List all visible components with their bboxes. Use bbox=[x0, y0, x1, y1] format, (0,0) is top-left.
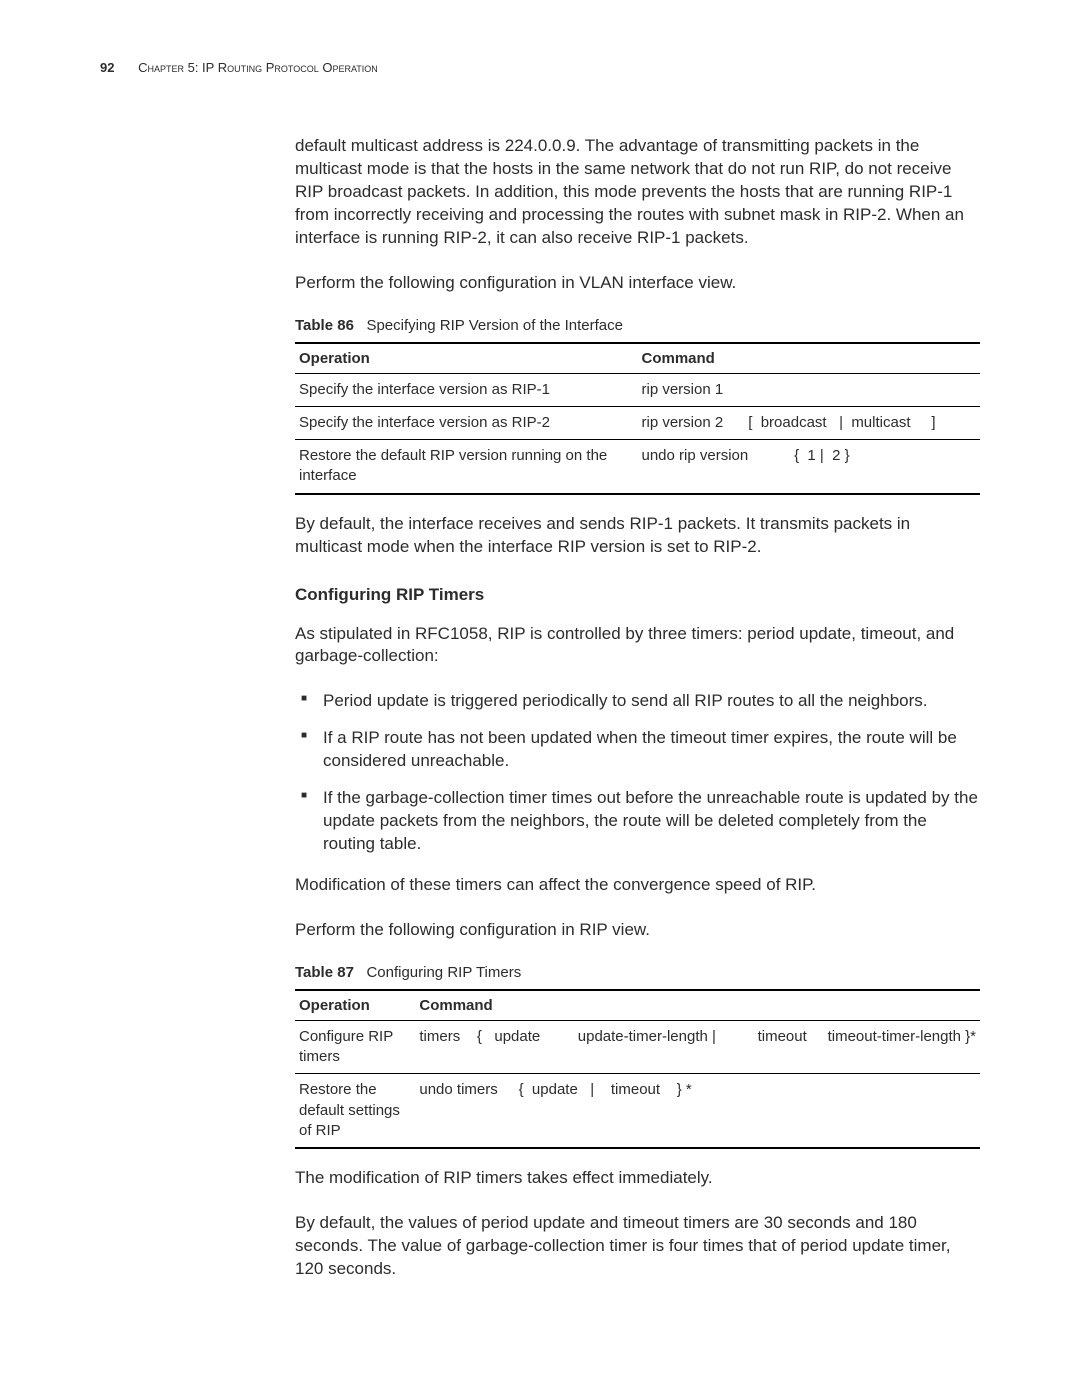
table86-r1-op: Specify the interface version as RIP-2 bbox=[295, 406, 638, 439]
table86-caption-prefix: Table 86 bbox=[295, 317, 354, 334]
timers-bullet-list: Period update is triggered periodically … bbox=[295, 690, 980, 856]
table87-caption-prefix: Table 87 bbox=[295, 964, 354, 981]
table87-caption: Table 87 Configuring RIP Timers bbox=[295, 964, 980, 981]
main-content: default multicast address is 224.0.0.9. … bbox=[295, 135, 980, 1281]
table86-caption-text: Specifying RIP Version of the Interface bbox=[366, 317, 623, 334]
timers-intro-paragraph: As stipulated in RFC1058, RIP is control… bbox=[295, 623, 980, 669]
table86-caption: Table 86 Specifying RIP Version of the I… bbox=[295, 317, 980, 334]
after-table86-paragraph: By default, the interface receives and s… bbox=[295, 513, 980, 559]
timers-modification-paragraph: Modification of these timers can affect … bbox=[295, 874, 980, 897]
table87-header-cmd: Command bbox=[415, 990, 980, 1021]
table87: Operation Command Configure RIP timers t… bbox=[295, 989, 980, 1149]
table87-header-op: Operation bbox=[295, 990, 415, 1021]
table86-r0-cmd: rip version 1 bbox=[638, 373, 981, 406]
table87-r1-op: Restore the default settings of RIP bbox=[295, 1074, 415, 1148]
section-heading-timers: Configuring RIP Timers bbox=[295, 585, 980, 605]
list-item: If a RIP route has not been updated when… bbox=[295, 727, 980, 773]
table86-r2-op: Restore the default RIP version running … bbox=[295, 440, 638, 494]
after-table87-paragraph-1: The modification of RIP timers takes eff… bbox=[295, 1167, 980, 1190]
table86-r0-op: Specify the interface version as RIP-1 bbox=[295, 373, 638, 406]
table87-r0-op: Configure RIP timers bbox=[295, 1020, 415, 1074]
table-row: Restore the default settings of RIP undo… bbox=[295, 1074, 980, 1148]
intro-paragraph: default multicast address is 224.0.0.9. … bbox=[295, 135, 980, 250]
perform-rip-paragraph: Perform the following configuration in R… bbox=[295, 919, 980, 942]
table-row: Restore the default RIP version running … bbox=[295, 440, 980, 494]
page-number: 92 bbox=[100, 60, 114, 75]
table86-header-op: Operation bbox=[295, 343, 638, 374]
table87-r0-cmd: timers { update update-timer-length | ti… bbox=[415, 1020, 980, 1074]
table87-caption-text: Configuring RIP Timers bbox=[366, 964, 521, 981]
table-row: Configure RIP timers timers { update upd… bbox=[295, 1020, 980, 1074]
list-item: Period update is triggered periodically … bbox=[295, 690, 980, 713]
chapter-label: Chapter 5: IP Routing Protocol Operation bbox=[138, 60, 378, 75]
list-item: If the garbage-collection timer times ou… bbox=[295, 787, 980, 856]
table86: Operation Command Specify the interface … bbox=[295, 342, 980, 495]
after-table87-paragraph-2: By default, the values of period update … bbox=[295, 1212, 980, 1281]
perform-vlan-paragraph: Perform the following configuration in V… bbox=[295, 272, 980, 295]
table-row: Specify the interface version as RIP-1 r… bbox=[295, 373, 980, 406]
table87-r1-cmd: undo timers { update | timeout } * bbox=[415, 1074, 980, 1148]
table-row: Specify the interface version as RIP-2 r… bbox=[295, 406, 980, 439]
table86-header-cmd: Command bbox=[638, 343, 981, 374]
table86-r1-cmd: rip version 2 [ broadcast | multicast ] bbox=[638, 406, 981, 439]
table86-r2-cmd: undo rip version { 1 | 2 } bbox=[638, 440, 981, 494]
page-header: 92 Chapter 5: IP Routing Protocol Operat… bbox=[100, 60, 980, 75]
